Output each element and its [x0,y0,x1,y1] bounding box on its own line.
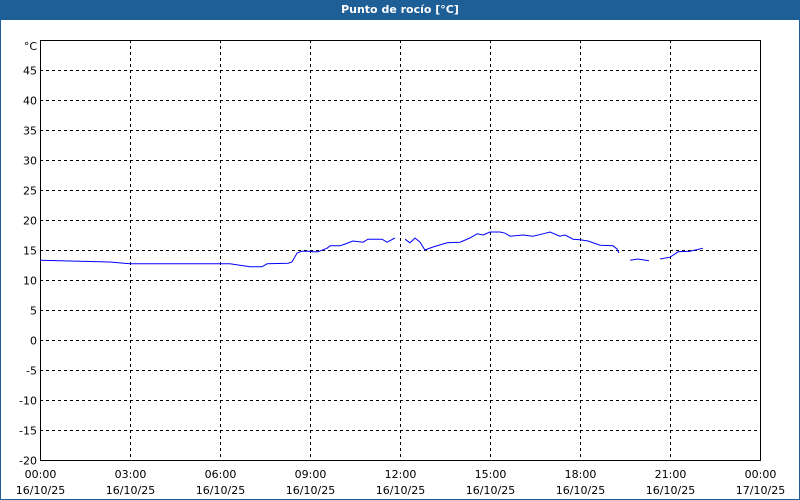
y-tick-label: 40 [23,95,37,108]
chart-title: Punto de rocío [°C] [0,0,800,20]
y-tick-label: 30 [23,155,37,168]
y-tick-label: 15 [23,245,37,258]
x-tick-time: 00:00 [25,468,57,481]
y-tick-label: -15 [19,425,37,438]
y-tick-label: 10 [23,275,37,288]
dew-point-line-segment [630,258,650,262]
y-axis-unit: °C [24,40,38,53]
x-tick-date: 16/10/25 [556,484,605,497]
x-tick-date: 16/10/25 [286,484,335,497]
y-tick-label: -10 [19,395,37,408]
plot-border [40,40,761,461]
x-tick-time: 18:00 [565,468,597,481]
y-tick-label: -5 [26,365,37,378]
y-tick-label: 35 [23,125,37,138]
x-tick-time: 15:00 [475,468,507,481]
x-tick-date: 16/10/25 [646,484,695,497]
x-tick-time: 06:00 [205,468,237,481]
y-tick-label: 5 [30,305,37,318]
dew-point-line-segment [404,231,620,254]
y-tick-label: 45 [23,65,37,78]
dew-point-line-segment [39,237,396,268]
x-tick-date: 17/10/25 [736,484,785,497]
y-tick-label: -20 [19,455,37,468]
y-tick-label: 0 [30,335,37,348]
x-tick-date: 16/10/25 [376,484,425,497]
x-tick-date: 16/10/25 [106,484,155,497]
x-tick-time: 09:00 [295,468,327,481]
x-tick-date: 16/10/25 [466,484,515,497]
y-tick-label: 25 [23,185,37,198]
x-tick-time: 12:00 [385,468,417,481]
x-tick-time: 00:00 [745,468,777,481]
x-tick-date: 16/10/25 [16,484,65,497]
x-tick-time: 03:00 [115,468,147,481]
x-tick-time: 21:00 [655,468,687,481]
dew-point-line-segment [660,247,704,260]
y-tick-label: 20 [23,215,37,228]
x-tick-date: 16/10/25 [196,484,245,497]
